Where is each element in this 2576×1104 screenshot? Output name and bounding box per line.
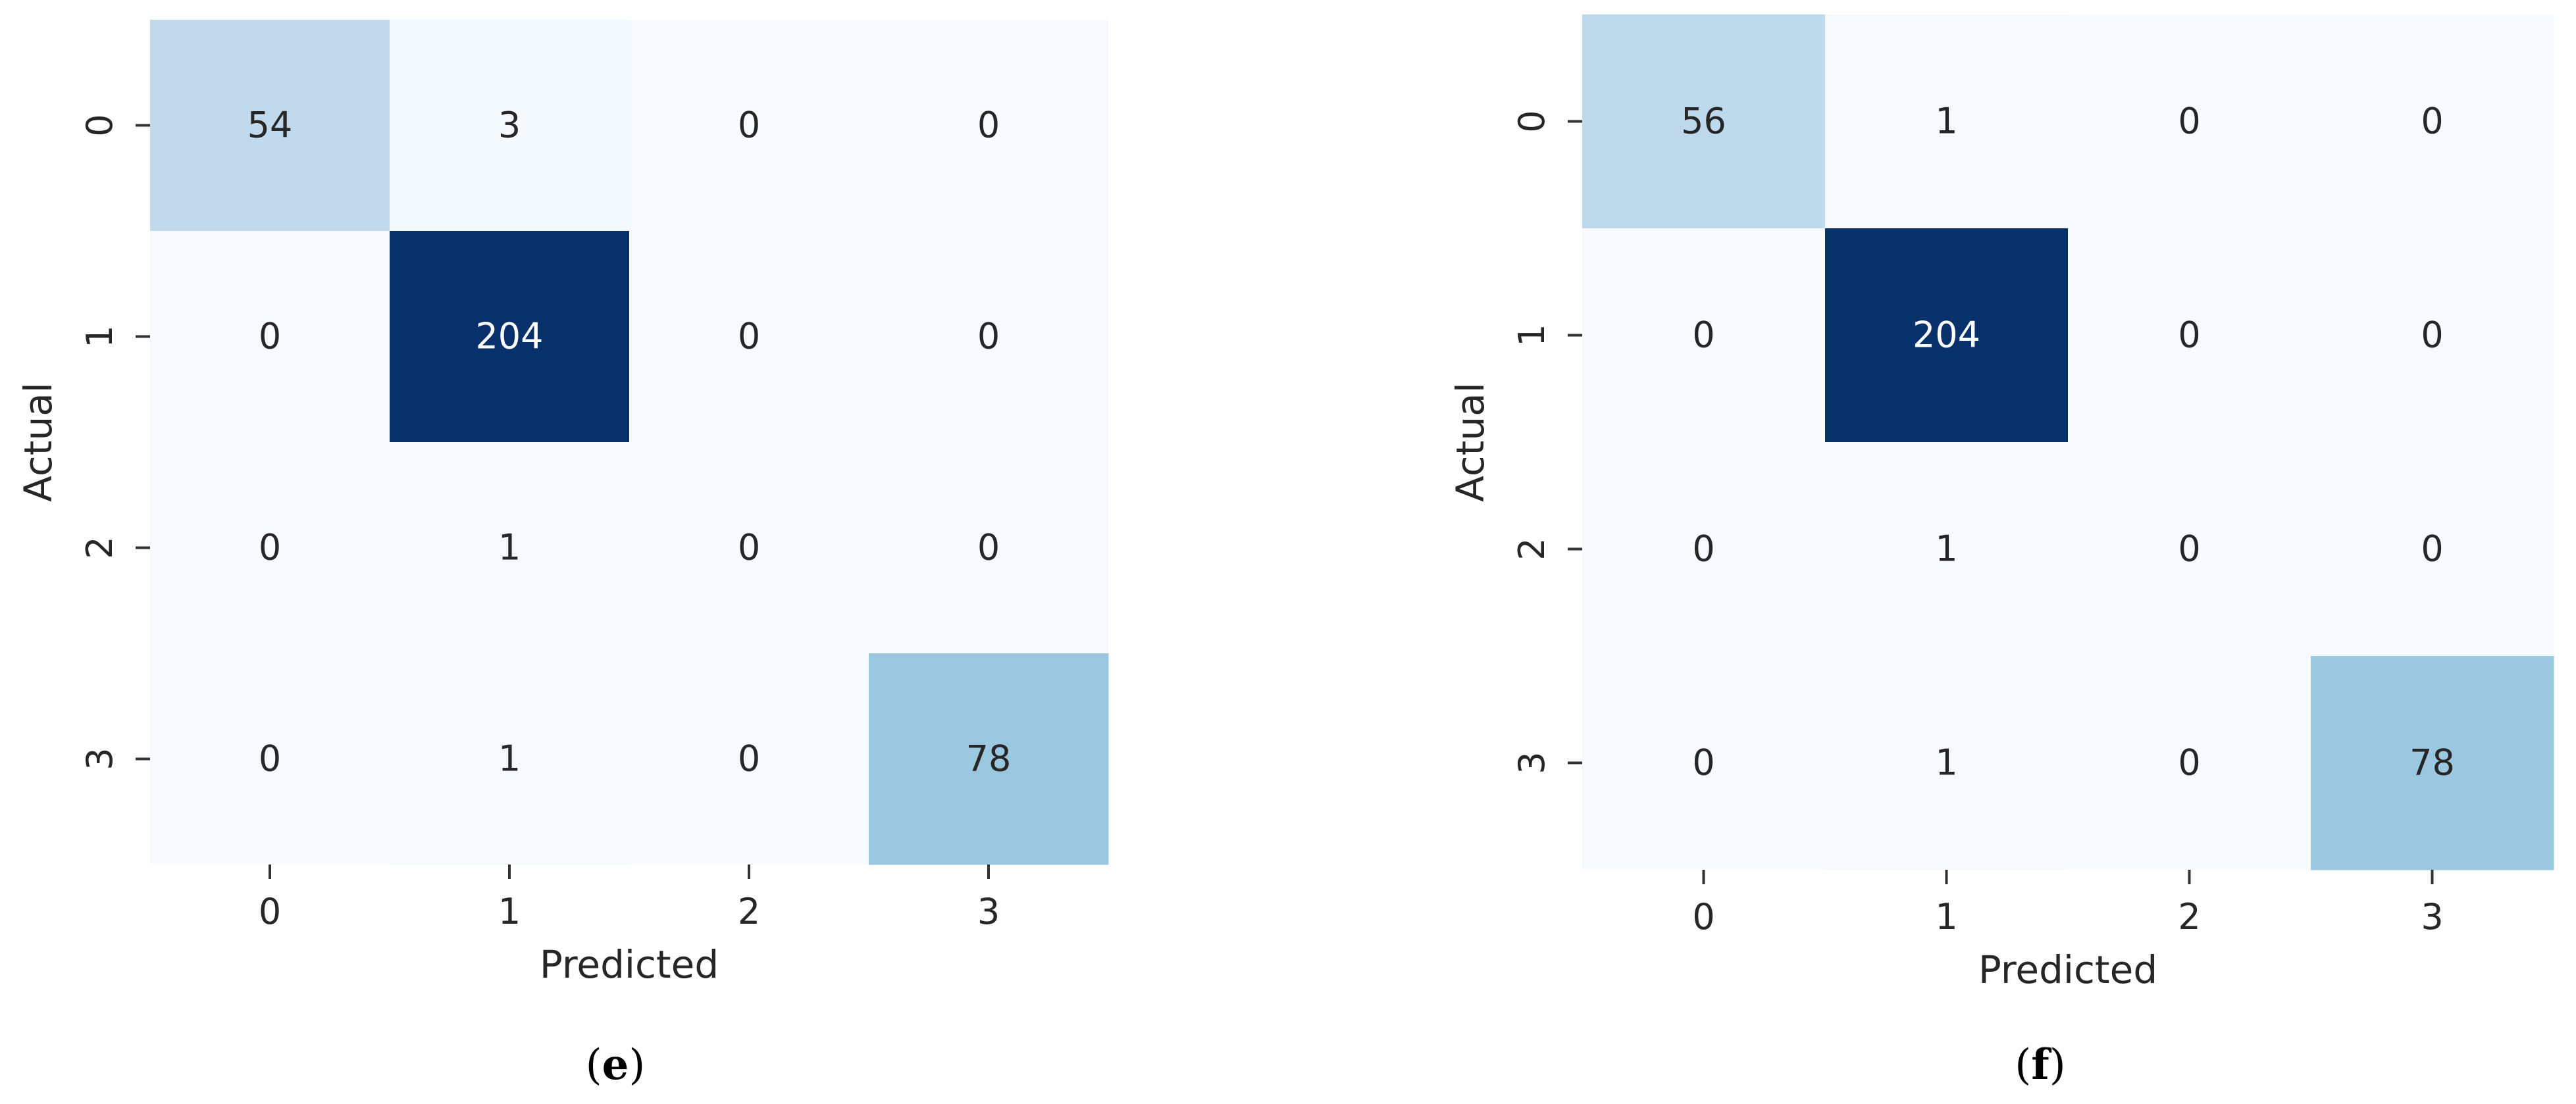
x-axis-label: Predicted [1978,947,2157,992]
heatmap-cell [2068,14,2311,229]
heatmap-cell [1825,656,2069,870]
y-tick-label: 0 [79,114,120,136]
heatmap-cell [629,653,869,865]
x-axis-label: Predicted [540,942,719,987]
cell-value-label: 0 [738,527,760,568]
heatmap-cell [150,231,390,443]
heatmap-cell [869,231,1109,443]
cell-value-label: 0 [2421,314,2443,356]
heatmap-cell [629,20,869,232]
heatmap-cell [390,231,630,443]
confusion-matrix-e: 54 3 0 0 0 204 0 0 0 1 0 0 0 1 0 78 0 1 2 3 0 1 2 3 Predicted Act… [16,20,1109,987]
heatmap-cell [869,442,1109,654]
cell-value-label: 56 [1681,101,1726,142]
cell-value-label: 0 [2421,528,2443,570]
cell-value-label: 0 [977,527,1000,568]
x-tick-label: 3 [2421,896,2443,938]
cell-value-label: 1 [1935,101,1957,142]
heatmap-cell [629,442,869,654]
heatmap-cell [2311,656,2554,870]
cell-value-label: 0 [977,105,1000,146]
heatmap-cell [1825,442,2069,657]
cell-value-label: 0 [259,527,281,568]
cell-value-label: 0 [259,738,281,780]
heatmap-cell [150,653,390,865]
x-tick-label: 0 [259,891,281,932]
heatmap-cell [390,442,630,654]
y-tick-label: 0 [1511,110,1553,132]
cell-value-label: 3 [498,105,521,146]
cell-value-label: 1 [498,527,521,568]
cell-value-label: 0 [1692,742,1714,784]
heatmap-cell [150,20,390,232]
heatmap-cell [1825,14,2069,229]
heatmap-cell [2068,442,2311,657]
cell-value-label: 54 [247,105,293,146]
cell-value-label: 1 [1935,528,1957,570]
cell-value-label: 1 [1935,742,1957,784]
cell-value-label: 0 [738,316,760,357]
y-tick-label: 2 [79,536,120,559]
cell-value-label: 0 [977,316,1000,357]
cell-value-label: 0 [738,105,760,146]
cell-value-label: 78 [2409,742,2455,784]
heatmap-cell [869,653,1109,865]
cell-value-label: 0 [2178,528,2200,570]
y-tick-label: 3 [79,747,120,770]
y-axis-label: Actual [1448,382,1493,502]
heatmap-cell [1825,228,2069,443]
heatmap-cell [2068,228,2311,443]
heatmap-cell [2311,14,2554,229]
cell-value-label: 0 [2178,742,2200,784]
heatmap-cell [1582,14,1826,229]
heatmap-cell [1582,442,1826,657]
cell-value-label: 1 [498,738,521,780]
confusion-matrix-f: 56 1 0 0 0 204 0 0 0 1 0 0 0 1 0 78 0 1 2 3 0 1 2 3 Predicted Act… [1448,14,2554,992]
cell-value-label: 0 [2178,101,2200,142]
cell-value-label: 0 [1692,314,1714,356]
y-tick-label: 2 [1511,538,1553,560]
cell-value-label: 0 [259,316,281,357]
caption-f: (f) [2015,1040,2065,1090]
x-tick-label: 2 [2178,896,2200,938]
x-tick-label: 0 [1692,896,1714,938]
heatmap-cell [2311,442,2554,657]
caption-e: (e) [586,1040,646,1090]
heatmap-cell [150,442,390,654]
cell-value-label: 0 [738,738,760,780]
x-tick-label: 3 [977,891,1000,932]
cell-value-label: 0 [2178,314,2200,356]
heatmap-cell [2068,656,2311,870]
heatmap-cell [629,231,869,443]
y-axis-label: Actual [16,382,61,502]
heatmap-cell [390,653,630,865]
x-tick-label: 1 [498,891,521,932]
y-tick-label: 1 [1511,324,1553,346]
x-tick-label: 1 [1935,896,1957,938]
cell-value-label: 204 [1913,314,1980,356]
cell-value-label: 78 [966,738,1012,780]
heatmap-cell [390,20,630,232]
heatmap-cell [1582,228,1826,443]
cell-value-label: 0 [1692,528,1714,570]
heatmap-cell [2311,228,2554,443]
heatmap-cell [869,20,1109,232]
cell-value-label: 0 [2421,101,2443,142]
y-tick-label: 1 [79,325,120,347]
y-tick-label: 3 [1511,751,1553,774]
heatmap-cell [1582,656,1826,870]
cell-value-label: 204 [475,316,543,357]
x-tick-label: 2 [738,891,760,932]
